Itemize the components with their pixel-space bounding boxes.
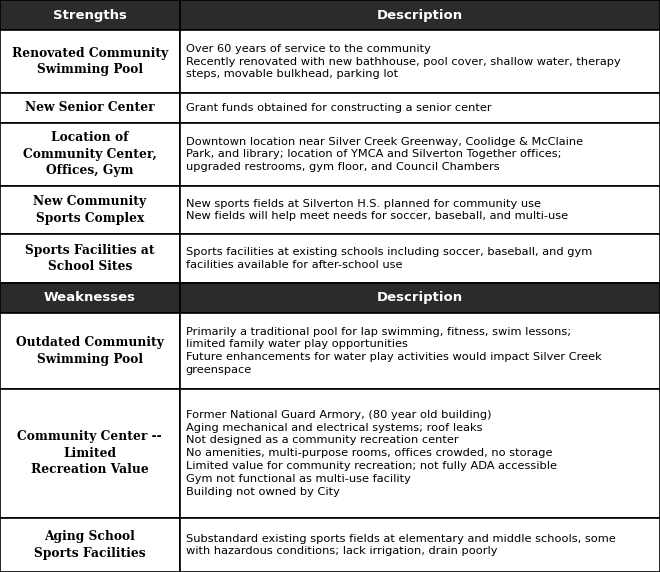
Bar xyxy=(0,123,180,186)
Bar xyxy=(0,388,180,518)
Bar xyxy=(180,283,660,313)
Text: Sports facilities at existing schools including soccer, baseball, and gym
facili: Sports facilities at existing schools in… xyxy=(185,247,592,270)
Text: Former National Guard Armory, (80 year old building)
Aging mechanical and electr: Former National Guard Armory, (80 year o… xyxy=(185,410,556,496)
Text: Downtown location near Silver Creek Greenway, Coolidge & McClaine
Park, and libr: Downtown location near Silver Creek Gree… xyxy=(185,137,583,172)
Text: Weaknesses: Weaknesses xyxy=(44,291,136,304)
Bar xyxy=(180,186,660,234)
Text: Aging School
Sports Facilities: Aging School Sports Facilities xyxy=(34,530,146,560)
Bar xyxy=(180,388,660,518)
Text: Primarily a traditional pool for lap swimming, fitness, swim lessons;
limited fa: Primarily a traditional pool for lap swi… xyxy=(185,327,601,375)
Bar xyxy=(0,0,180,30)
Text: Location of
Community Center,
Offices, Gym: Location of Community Center, Offices, G… xyxy=(23,132,156,177)
Bar xyxy=(0,234,180,283)
Bar xyxy=(0,30,180,93)
Bar xyxy=(0,283,180,313)
Text: Strengths: Strengths xyxy=(53,9,127,22)
Bar xyxy=(180,313,660,388)
Text: Grant funds obtained for constructing a senior center: Grant funds obtained for constructing a … xyxy=(185,103,491,113)
Bar xyxy=(180,93,660,123)
Bar xyxy=(180,234,660,283)
Text: New Community
Sports Complex: New Community Sports Complex xyxy=(33,195,147,225)
Text: New sports fields at Silverton H.S. planned for community use
New fields will he: New sports fields at Silverton H.S. plan… xyxy=(185,198,568,221)
Bar xyxy=(0,313,180,388)
Text: Description: Description xyxy=(377,9,463,22)
Bar xyxy=(180,30,660,93)
Bar xyxy=(180,518,660,572)
Bar xyxy=(180,123,660,186)
Text: Sports Facilities at
School Sites: Sports Facilities at School Sites xyxy=(25,244,154,273)
Text: Community Center --
Limited
Recreation Value: Community Center -- Limited Recreation V… xyxy=(17,430,162,476)
Bar xyxy=(0,186,180,234)
Bar xyxy=(180,0,660,30)
Bar xyxy=(0,93,180,123)
Text: Renovated Community
Swimming Pool: Renovated Community Swimming Pool xyxy=(12,47,168,76)
Text: Outdated Community
Swimming Pool: Outdated Community Swimming Pool xyxy=(16,336,164,366)
Bar xyxy=(0,518,180,572)
Text: New Senior Center: New Senior Center xyxy=(25,101,154,114)
Text: Over 60 years of service to the community
Recently renovated with new bathhouse,: Over 60 years of service to the communit… xyxy=(185,43,620,80)
Text: Substandard existing sports fields at elementary and middle schools, some
with h: Substandard existing sports fields at el… xyxy=(185,534,615,557)
Text: Description: Description xyxy=(377,291,463,304)
